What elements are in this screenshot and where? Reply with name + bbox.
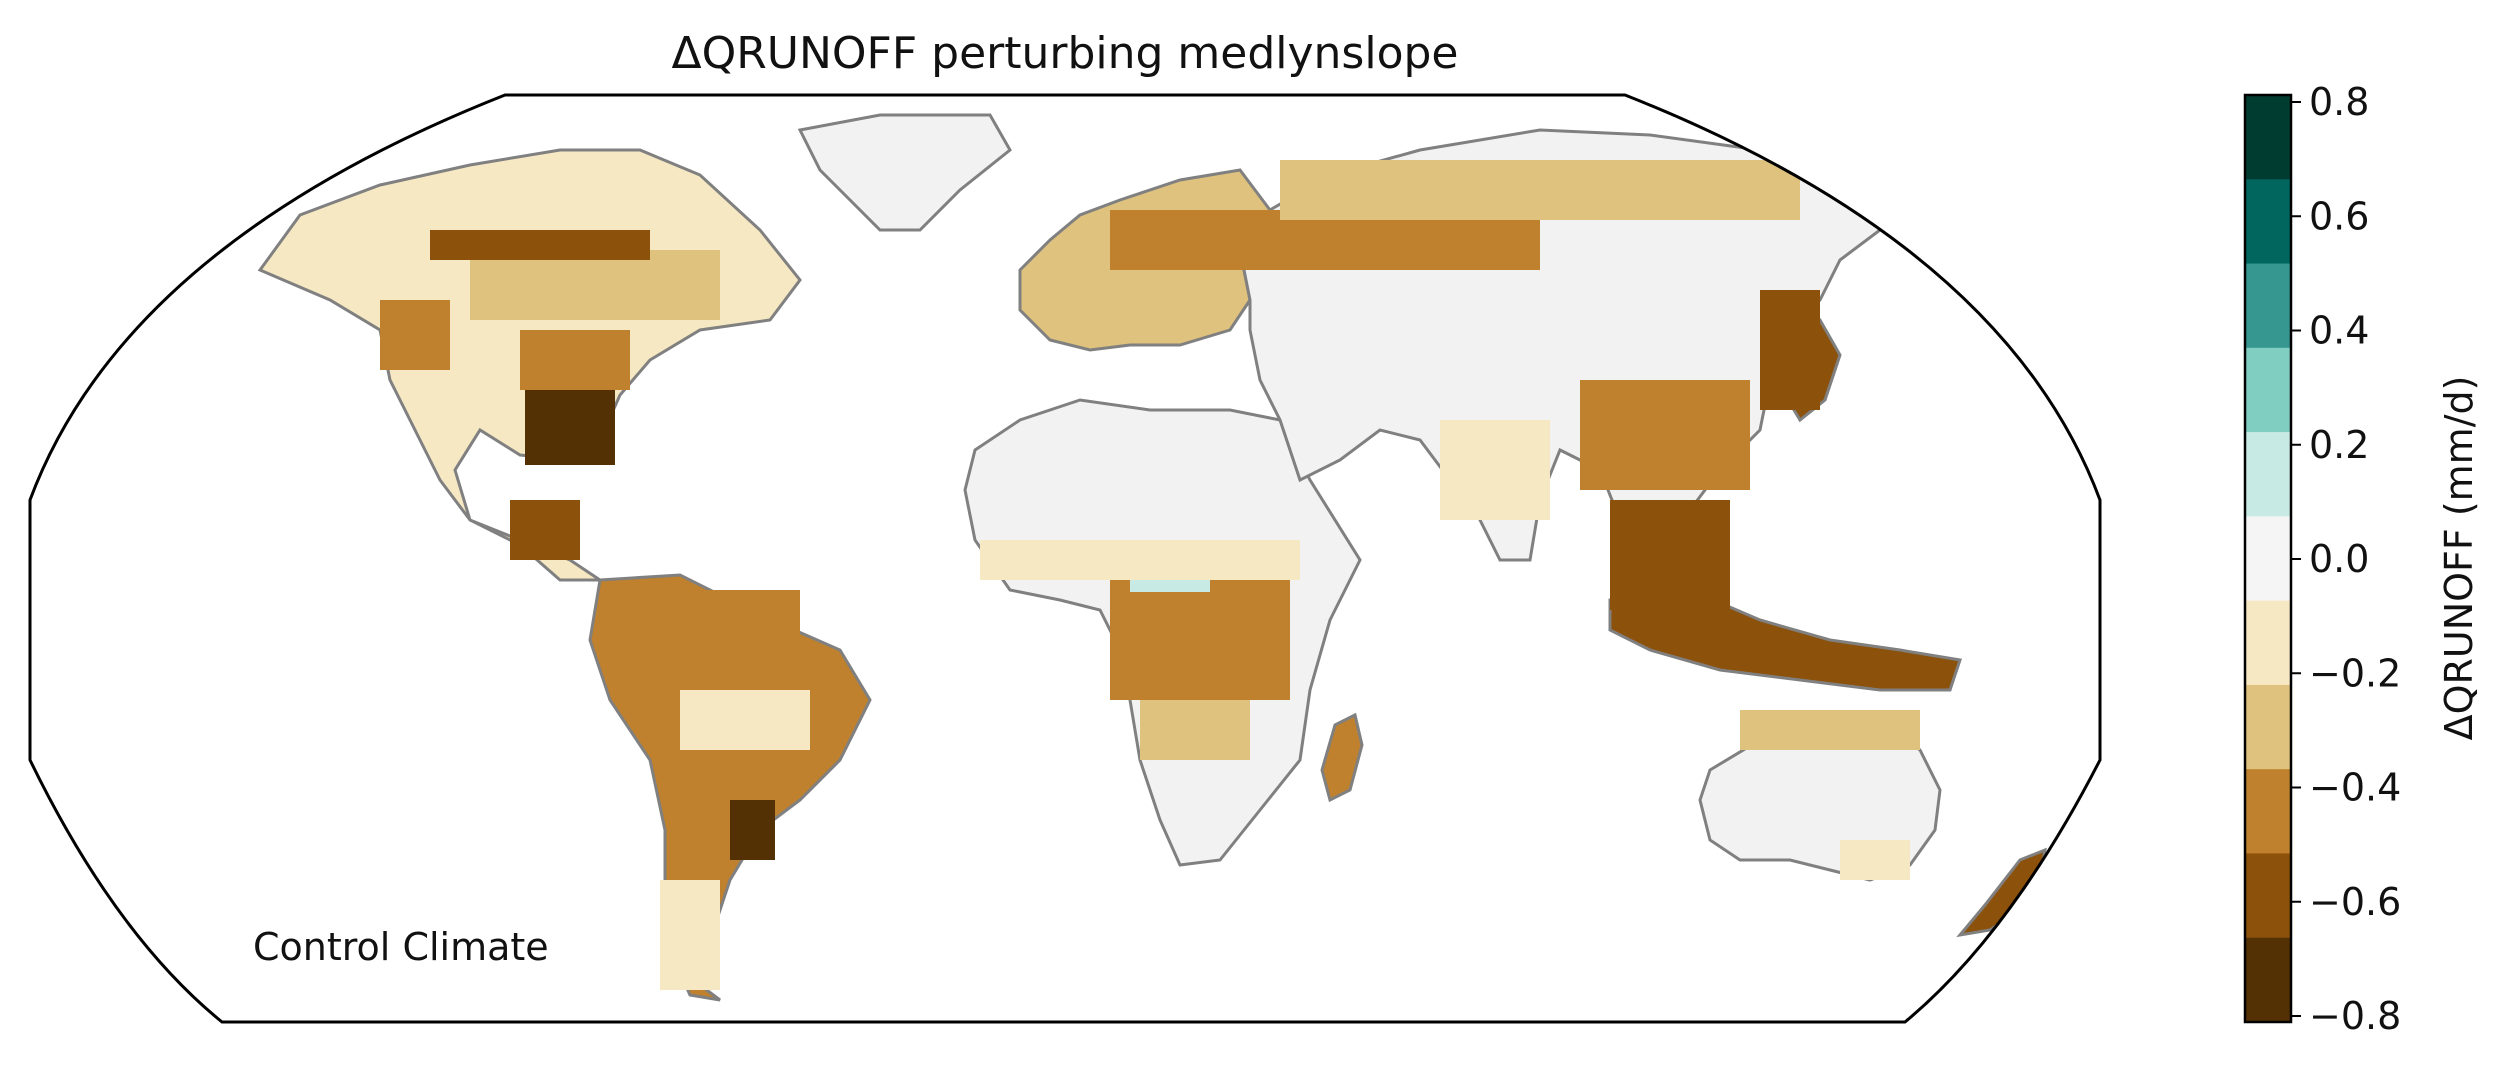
cell-korea [1760,290,1820,410]
colorbar-ticks: 0.8 0.6 0.4 0.2 0.0 −0.2 −0.4 −0.6 −0.8 [2291,80,2401,1038]
land-layer [257,113,2047,1002]
runoff-anomaly-cells [380,160,1920,990]
map-area: Control Climate [28,93,2102,1024]
colorbar-bin [2245,95,2291,180]
colorbar-bin [2245,684,2291,770]
land-indonesia [1608,588,1962,692]
globe-outline [28,93,2102,1024]
cell-e-china [1580,380,1750,490]
cell-canada-north [430,230,650,260]
colorbar-tick-label: 0.6 [2309,194,2369,238]
cell-s-africa [1140,700,1250,760]
colorbar-tick-label: 0.4 [2309,309,2369,353]
cell-n-australia [1740,710,1920,750]
cell-central-america [510,500,580,560]
colorbar-bin [2245,263,2291,349]
colorbar-bin [2245,516,2291,602]
cell-e-usa [520,330,630,390]
colorbar-bin [2245,769,2291,855]
colorbar-tick-label: 0.2 [2309,423,2369,467]
cell-se-asia [1610,500,1730,610]
cell-w-na [380,300,450,370]
colorbar-bin [2245,347,2291,433]
cell-patagonia [660,880,720,990]
control-climate-label: Control Climate [253,925,549,969]
colorbar-bin [2245,432,2291,517]
colorbar-tick-label: −0.8 [2309,994,2401,1038]
colorbar-tick-label: −0.2 [2309,651,2401,695]
cell-canada [470,250,720,320]
land-madagascar [1320,712,1364,803]
cell-india [1440,420,1550,520]
cell-congo-blue [1130,580,1210,592]
map-title: ΔQRUNOFF perturbing medlynslope [671,28,1458,79]
colorbar-tick-label: 0.0 [2309,537,2369,581]
cell-brazil-mid [680,690,810,750]
land-greenland [797,113,1012,232]
cell-central-africa [1110,580,1290,700]
colorbar: 0.8 0.6 0.4 0.2 0.0 −0.2 −0.4 −0.6 −0.8 ΔQRUNOFF… [2243,80,2481,1038]
colorbar-tick-label: −0.4 [2309,766,2401,810]
colorbar-tick-label: −0.6 [2309,880,2401,924]
colorbar-bin [2245,600,2291,686]
colorbar-bin [2245,179,2291,265]
cell-e-australia [1840,840,1910,880]
colorbar-bin [2245,937,2291,1023]
cell-se-usa [525,390,615,465]
cell-s-brazil-b [700,750,790,800]
colorbar-tick-label: 0.8 [2309,80,2369,124]
colorbar-bin [2245,853,2291,939]
cell-amazon [610,590,800,690]
colorbar-label: ΔQRUNOFF (mm/d) [2437,376,2481,741]
cell-siberia [1280,160,1800,220]
cell-s-brazil [730,800,775,860]
colorbar-bins [2245,95,2291,1023]
cell-sahel [980,540,1300,580]
